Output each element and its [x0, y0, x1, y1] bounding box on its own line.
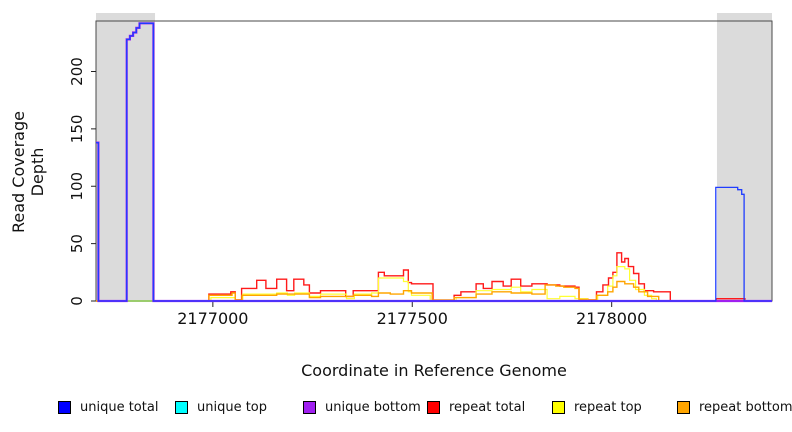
legend: unique total unique top unique bottom repea…	[0, 396, 792, 422]
red-square-icon	[427, 400, 440, 414]
orange-square-icon	[677, 400, 690, 414]
x-axis-label: Coordinate in Reference Genome	[301, 361, 567, 380]
legend-label: repeat total	[449, 399, 526, 415]
series-repeat-total	[96, 252, 772, 302]
blue-square-icon	[58, 400, 71, 414]
shaded-region-0	[96, 13, 156, 301]
legend-item-unique-top: unique top	[175, 396, 267, 418]
x-tick-label: 2177500	[377, 309, 448, 328]
y-tick-label: 100	[68, 172, 86, 201]
legend-item-repeat-total: repeat total	[427, 396, 525, 418]
y-tick-label: 200	[68, 57, 86, 86]
cyan-square-icon	[175, 400, 188, 414]
series-repeat-bottom	[96, 280, 772, 302]
series-unique-bottom	[96, 22, 772, 303]
yellow-square-icon	[552, 400, 565, 414]
x-tick-label: 2178000	[576, 309, 647, 328]
legend-label: unique bottom	[325, 399, 421, 415]
y-tick-label: 0	[68, 296, 86, 306]
legend-item-unique-total: unique total	[58, 396, 158, 418]
y-tick-label: 50	[68, 234, 86, 253]
y-tick-label: 150	[68, 115, 86, 144]
legend-item-unique-bottom: unique bottom	[303, 396, 421, 418]
x-tick-label: 2177000	[177, 309, 248, 328]
legend-label: repeat top	[574, 399, 642, 415]
series-unique-total	[96, 22, 772, 302]
legend-label: unique total	[80, 399, 159, 415]
legend-item-repeat-bottom: repeat bottom	[677, 396, 792, 418]
legend-label: unique top	[197, 399, 268, 415]
legend-label: repeat bottom	[699, 399, 792, 415]
legend-item-repeat-top: repeat top	[552, 396, 642, 418]
plot-frame	[95, 20, 773, 302]
series-repeat-top	[96, 266, 772, 302]
purple-square-icon	[303, 400, 316, 414]
y-axis-label: Read Coverage Depth	[9, 111, 47, 233]
